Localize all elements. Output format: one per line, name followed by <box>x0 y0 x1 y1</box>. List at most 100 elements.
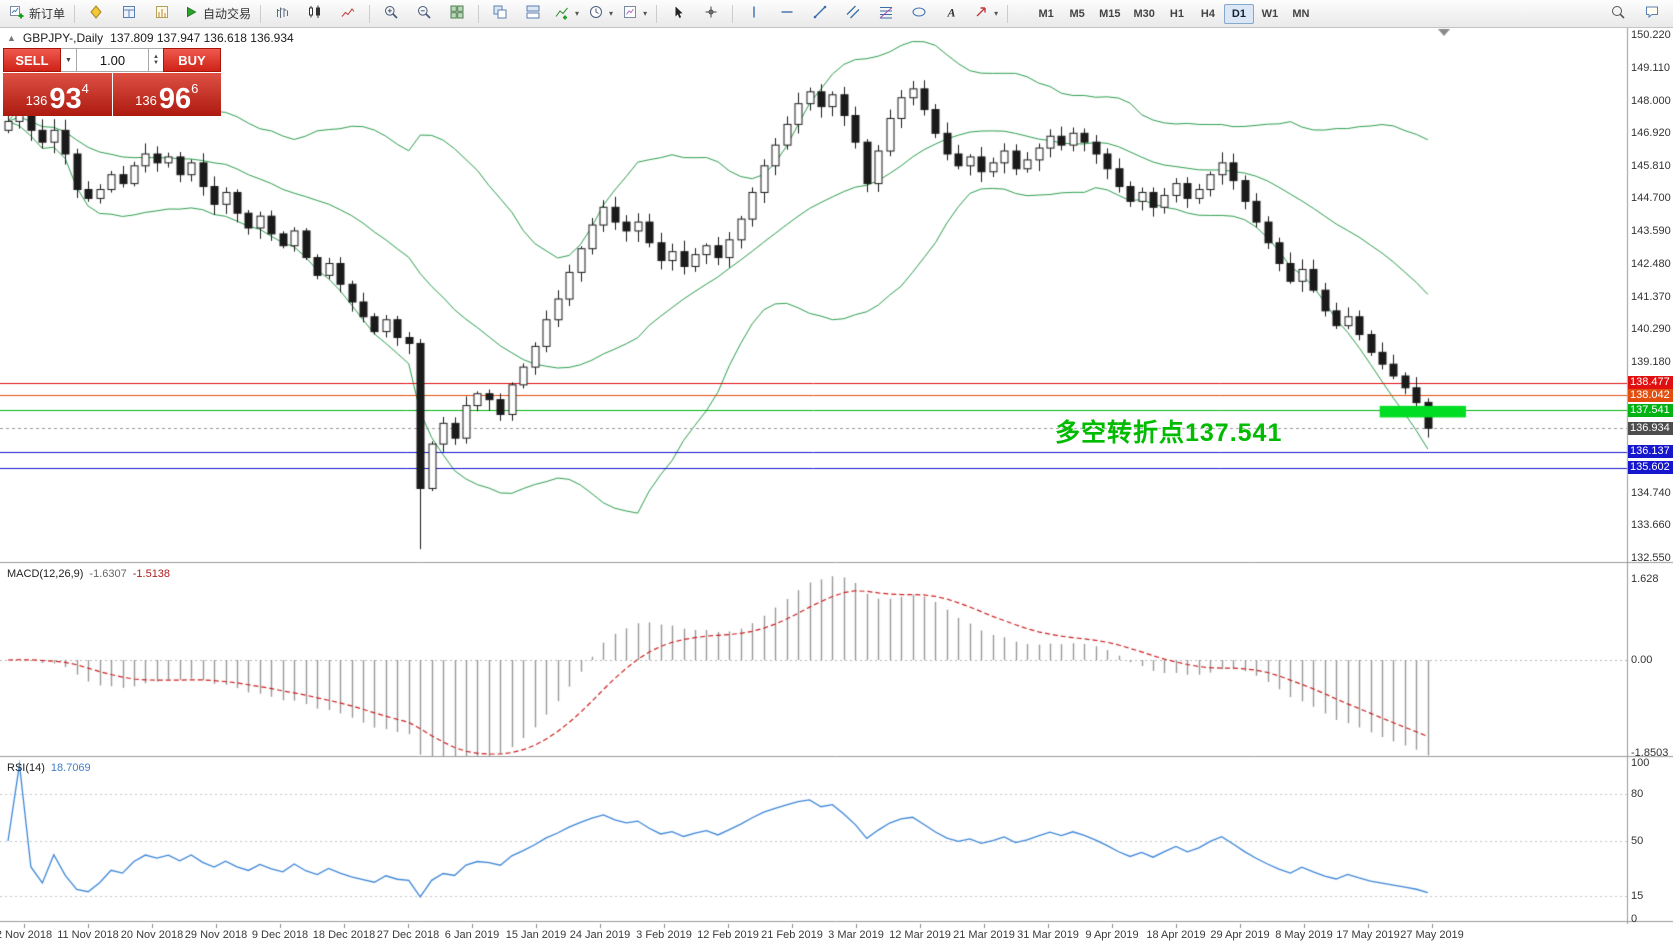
timeframe-m15-button[interactable]: M15 <box>1099 7 1121 20</box>
candlestick-icon <box>307 4 323 23</box>
bid-pip-digit: 4 <box>81 81 89 96</box>
autotrade-play-icon <box>183 4 199 23</box>
zoom-out-button[interactable] <box>408 3 440 25</box>
fibonacci-button[interactable] <box>870 3 902 25</box>
timeframe-m1-button[interactable]: M1 <box>1038 7 1054 20</box>
data-window-icon <box>121 4 137 23</box>
timeframe-w1-button[interactable]: W1 <box>1261 7 1279 20</box>
toolbar-separator <box>1007 4 1009 23</box>
dropdown-caret-icon: ▾ <box>994 9 999 18</box>
market-watch-button[interactable] <box>80 3 112 25</box>
horizontal-line-icon <box>779 4 795 23</box>
tile-horizontal-icon <box>525 4 541 23</box>
trendline-icon <box>812 4 828 23</box>
stepper-up-icon[interactable]: ▲ <box>153 54 159 60</box>
toolbar-separator <box>369 4 371 23</box>
line-chart-button[interactable] <box>332 3 364 25</box>
toolbar-separator <box>478 4 480 23</box>
search-button[interactable] <box>1602 3 1634 25</box>
indicators-button[interactable]: ▾ <box>550 3 583 25</box>
trendline-button[interactable] <box>804 3 836 25</box>
channel-icon <box>845 4 861 23</box>
macd-name: MACD(12,26,9) <box>7 568 84 580</box>
ask-pip-digit: 6 <box>191 81 199 96</box>
rsi-name: RSI(14) <box>7 762 45 774</box>
crosshair-icon <box>703 4 719 23</box>
macd-pane-label: MACD(12,26,9) -1.6307 -1.5138 <box>7 568 170 580</box>
svg-text:A: A <box>947 6 956 20</box>
templates-button[interactable]: ▾ <box>618 3 651 25</box>
volume-dropdown-button[interactable]: ▼ <box>61 48 77 72</box>
new-order-button[interactable]: 新订单 <box>5 3 69 25</box>
new-order-label: 新订单 <box>29 7 66 21</box>
ask-prefix: 136 <box>135 93 157 108</box>
autotrade-label: 自动交易 <box>203 7 252 21</box>
timeframe-m30-button[interactable]: M30 <box>1133 7 1155 20</box>
cursor-button[interactable] <box>662 3 694 25</box>
indicators-icon <box>554 4 570 23</box>
dropdown-caret-icon: ▾ <box>575 9 580 18</box>
zoom-in-button[interactable] <box>375 3 407 25</box>
timeframe-h4-button[interactable]: H4 <box>1200 7 1215 20</box>
bid-prefix: 136 <box>25 93 48 108</box>
chat-icon <box>1644 4 1660 23</box>
channel-button[interactable] <box>837 3 869 25</box>
cascade-windows-button[interactable] <box>484 3 516 25</box>
volume-input[interactable]: 1.00 <box>77 48 149 72</box>
toolbar-separator <box>732 4 734 23</box>
one-click-trade-panel: SELL ▼ 1.00 ▲ ▼ BUY 136 93 4 136 96 6 <box>3 48 221 116</box>
bar-chart-button[interactable] <box>266 3 298 25</box>
ask-big-digits: 96 <box>158 83 192 115</box>
data-window-button[interactable] <box>113 3 145 25</box>
shapes-button[interactable] <box>903 3 935 25</box>
ellipse-shape-icon <box>911 4 927 23</box>
rsi-pane-label: RSI(14) 18.7069 <box>7 762 91 774</box>
tile-windows-icon <box>449 4 465 23</box>
cascade-windows-icon <box>492 4 508 23</box>
arrows-button[interactable]: ▾ <box>969 3 1002 25</box>
vertical-line-icon <box>746 4 762 23</box>
arrow-tool-icon <box>973 4 989 23</box>
main-toolbar: 新订单 自动交易 ▾ ▾ ▾ A ▾ <box>0 0 1673 28</box>
pivot-annotation-text: 多空转折点137.541 <box>1055 419 1283 447</box>
stepper-down-icon[interactable]: ▼ <box>153 60 159 66</box>
periods-clock-icon <box>588 4 604 23</box>
line-chart-icon <box>340 4 356 23</box>
bid-quote-button[interactable]: 136 93 4 <box>3 73 112 116</box>
rsi-value: 18.7069 <box>50 762 91 774</box>
periods-button[interactable]: ▾ <box>584 3 617 25</box>
timeframe-group: M1 M5 M15 M30 H1 H4 D1 W1 MN <box>1031 3 1316 24</box>
horizontal-line-button[interactable] <box>771 3 803 25</box>
timeframe-d1-button[interactable]: D1 <box>1223 3 1254 24</box>
navigator-button[interactable] <box>146 3 178 25</box>
timeframe-mn-button[interactable]: MN <box>1292 7 1310 20</box>
tile-horizontal-button[interactable] <box>517 3 549 25</box>
text-button[interactable]: A <box>936 3 968 25</box>
collapse-triangle-icon[interactable]: ▲ <box>7 33 16 43</box>
timeframe-m5-button[interactable]: M5 <box>1069 7 1085 20</box>
navigator-icon <box>154 4 170 23</box>
dropdown-caret-icon: ▾ <box>643 9 648 18</box>
autotrade-button[interactable]: 自动交易 <box>179 3 255 25</box>
trade-panel-quotes: 136 93 4 136 96 6 <box>3 73 221 116</box>
tile-windows-button[interactable] <box>441 3 473 25</box>
vertical-line-button[interactable] <box>738 3 770 25</box>
ask-quote-button[interactable]: 136 96 6 <box>112 73 221 116</box>
toolbar-separator <box>656 4 658 23</box>
chat-button[interactable] <box>1636 3 1668 25</box>
chart-title: ▲ GBPJPY-,Daily 137.809 137.947 136.618 … <box>7 31 294 45</box>
ohlc-values: 137.809 137.947 136.618 136.934 <box>110 31 294 45</box>
timeframe-h1-button[interactable]: H1 <box>1169 7 1184 20</box>
bid-big-digits: 93 <box>49 83 82 115</box>
candle-chart-button[interactable] <box>299 3 331 25</box>
buy-button[interactable]: BUY <box>163 48 221 72</box>
trade-panel-controls: SELL ▼ 1.00 ▲ ▼ BUY <box>3 48 221 72</box>
toolbar-separator <box>74 4 76 23</box>
new-order-icon <box>9 4 25 23</box>
volume-stepper[interactable]: ▲ ▼ <box>149 48 163 72</box>
crosshair-button[interactable] <box>695 3 727 25</box>
symbol-timeframe-label: GBPJPY-,Daily <box>22 31 104 45</box>
sell-button[interactable]: SELL <box>3 48 61 72</box>
